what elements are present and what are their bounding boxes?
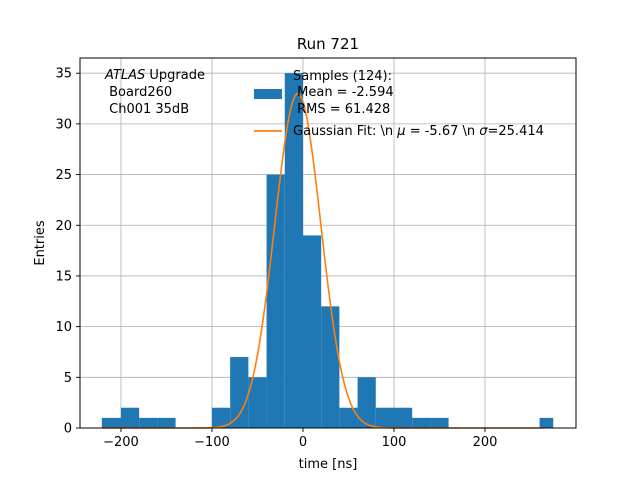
histogram-bar bbox=[157, 417, 176, 428]
histogram-bar bbox=[120, 407, 140, 428]
histogram-bar bbox=[266, 174, 285, 428]
legend-fit-prefix: Gaussian Fit: \n bbox=[293, 124, 397, 139]
y-tick-label: 10 bbox=[55, 320, 72, 335]
annotation-line-2: Board260 bbox=[105, 85, 172, 100]
legend-hist-line-3: RMS = 61.428 bbox=[293, 102, 390, 117]
annotation-line-3: Ch001 35dB bbox=[105, 102, 189, 117]
legend-fit-sigma: σ bbox=[479, 124, 488, 139]
histogram-bar bbox=[230, 357, 249, 428]
legend: Samples (124): Mean = -2.594 RMS = 61.42… bbox=[254, 69, 544, 139]
legend-fit-mu: μ bbox=[396, 124, 405, 139]
x-tick-label: 100 bbox=[382, 435, 407, 450]
histogram-bar bbox=[139, 417, 158, 428]
histogram-bar bbox=[284, 73, 303, 429]
ticks-layer: −200 −100 0 100 200 0 5 10 15 20 25 30 35 bbox=[55, 67, 497, 450]
y-tick-label: 0 bbox=[64, 422, 72, 437]
annotation-experiment: ATLAS bbox=[104, 68, 145, 83]
x-tick-label: 200 bbox=[473, 435, 498, 450]
y-tick-label: 30 bbox=[55, 117, 72, 132]
experiment-annotation: ATLAS Upgrade Board260 Ch001 35dB bbox=[104, 68, 205, 117]
histogram-bar bbox=[539, 417, 554, 428]
x-tick-label: −200 bbox=[103, 435, 139, 450]
annotation-line-1: ATLAS Upgrade bbox=[104, 68, 205, 83]
x-axis-label: time [ns] bbox=[299, 457, 358, 472]
histogram-bar bbox=[302, 235, 322, 428]
histogram-bar bbox=[211, 407, 231, 428]
legend-hist-line-1: Samples (124): bbox=[293, 69, 392, 84]
histogram-bar bbox=[357, 377, 376, 428]
histogram-bar bbox=[393, 407, 413, 428]
x-tick-label: −100 bbox=[194, 435, 230, 450]
histogram-bar bbox=[375, 407, 394, 428]
y-tick-label: 15 bbox=[55, 269, 72, 284]
histogram-bar bbox=[248, 377, 267, 428]
y-tick-label: 5 bbox=[64, 371, 72, 386]
legend-hist-line-2: Mean = -2.594 bbox=[293, 85, 394, 100]
y-tick-label: 35 bbox=[55, 67, 72, 82]
legend-fit-label: Gaussian Fit: \n μ = -5.67 \n σ=25.414 bbox=[293, 124, 544, 139]
y-tick-label: 20 bbox=[55, 219, 72, 234]
legend-fit-suffix: =25.414 bbox=[488, 124, 544, 139]
legend-hist-swatch bbox=[254, 89, 282, 99]
y-tick-label: 25 bbox=[55, 168, 72, 183]
histogram-bar bbox=[321, 306, 340, 428]
plot-frame bbox=[79, 57, 577, 429]
histogram-bar bbox=[339, 407, 358, 428]
y-axis-label: Entries bbox=[33, 220, 48, 266]
legend-fit-mid: = -5.67 \n bbox=[406, 124, 480, 139]
histogram-bar bbox=[101, 417, 121, 428]
annotation-experiment-suffix: Upgrade bbox=[145, 68, 205, 83]
x-tick-label: 0 bbox=[299, 435, 307, 450]
bars-layer bbox=[101, 73, 554, 429]
histogram-bar bbox=[412, 417, 431, 428]
histogram-bar bbox=[430, 417, 449, 428]
chart-title: Run 721 bbox=[297, 35, 359, 53]
